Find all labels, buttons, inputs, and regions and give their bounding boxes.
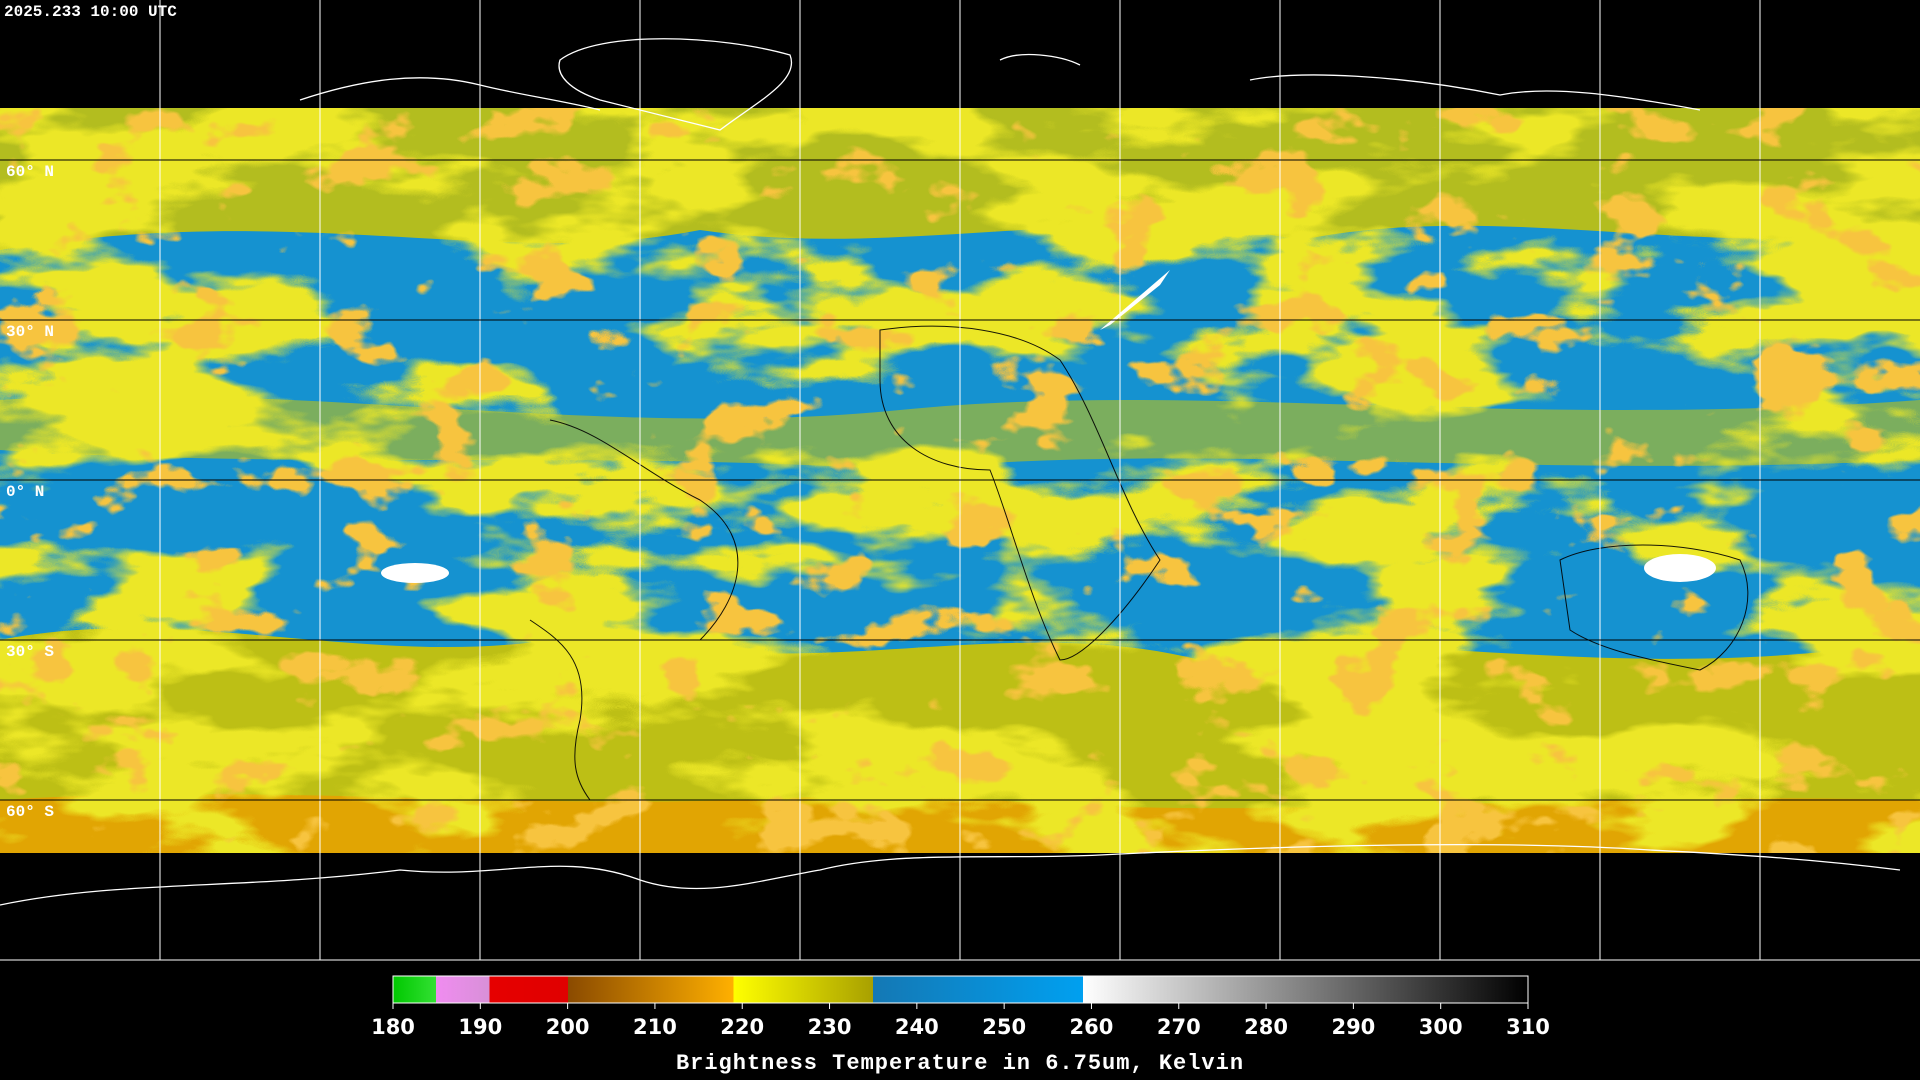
latitude-label: 60° S: [6, 803, 54, 821]
colorbar-tick-label: 290: [1331, 1015, 1375, 1039]
colorbar-tick-label: 190: [458, 1015, 502, 1039]
latitude-label: 0° N: [6, 483, 44, 501]
latitude-label: 60° N: [6, 163, 54, 181]
colorbar-tick-label: 200: [546, 1015, 590, 1039]
colorbar-tick-label: 220: [720, 1015, 764, 1039]
timestamp: 2025.233 10:00 UTC: [4, 3, 177, 21]
graticule-parallels: [0, 159, 1920, 801]
latitude-label: 30° N: [6, 323, 54, 341]
colorbar-tick-label: 260: [1070, 1015, 1114, 1039]
latitude-label: 30° S: [6, 643, 54, 661]
colorbar-tick-label: 310: [1506, 1015, 1550, 1039]
colorbar-title: Brightness Temperature in 6.75um, Kelvin: [676, 1051, 1244, 1076]
colorbar: [392, 975, 1529, 1004]
land-outlines: [529, 325, 1749, 801]
colorbar-tick-label: 180: [371, 1015, 415, 1039]
colorbar-tick-label: 270: [1157, 1015, 1201, 1039]
colorbar-tick-label: 210: [633, 1015, 677, 1039]
colorbar-tick-label: 230: [808, 1015, 852, 1039]
colorbar-tick-label: 240: [895, 1015, 939, 1039]
colorbar-tick-label: 300: [1419, 1015, 1463, 1039]
colorbar-tick-label: 280: [1244, 1015, 1288, 1039]
colorbar-tick-label: 250: [982, 1015, 1026, 1039]
